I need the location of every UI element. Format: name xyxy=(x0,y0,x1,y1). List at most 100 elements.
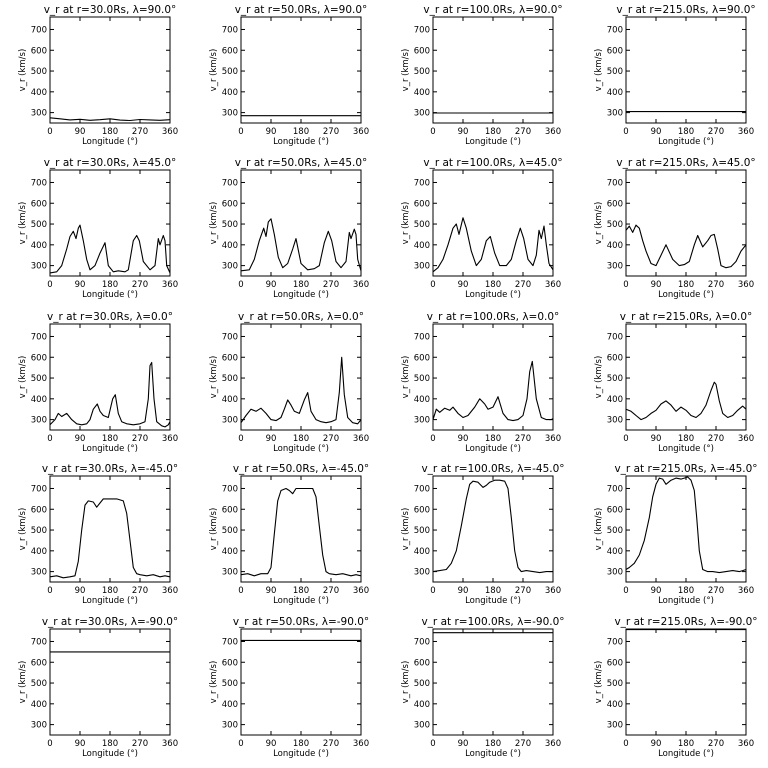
x-axis-label: Longitude (°) xyxy=(658,290,714,300)
x-tick-label: 90 xyxy=(651,586,662,596)
series-line xyxy=(625,476,747,574)
x-tick-label: 180 xyxy=(485,586,501,596)
chart-panel: v_r at r=215.0Rs, λ=0.0° 0 90 180 270 360 300 4… xyxy=(594,311,754,454)
y-tick-label: 600 xyxy=(222,46,238,56)
y-tick-label: 600 xyxy=(31,353,47,363)
x-tick-label: 360 xyxy=(162,434,178,444)
x-tick-label: 180 xyxy=(102,739,118,749)
x-axis-label: Longitude (°) xyxy=(273,749,329,759)
plot-frame xyxy=(49,475,171,583)
x-tick-label: 0 xyxy=(430,434,435,444)
y-tick-label: 600 xyxy=(607,199,623,209)
y-tick-label: 600 xyxy=(31,658,47,668)
x-tick-label: 90 xyxy=(266,586,277,596)
chart-title: v_r at r=100.0Rs, λ=90.0° xyxy=(423,4,562,16)
x-tick-label: 270 xyxy=(323,586,339,596)
x-tick-label: 0 xyxy=(623,127,628,137)
plot-frame xyxy=(625,16,747,124)
y-tick-label: 500 xyxy=(607,374,623,384)
x-tick-label: 180 xyxy=(485,127,501,137)
chart-panel: v_r at r=100.0Rs, λ=45.0° 0 90 180 270 360 300… xyxy=(401,157,563,300)
x-tick-label: 270 xyxy=(323,739,339,749)
plot-frame xyxy=(432,475,554,583)
x-tick-label: 0 xyxy=(47,280,52,290)
y-tick-label: 600 xyxy=(414,353,430,363)
chart-title: v_r at r=30.0Rs, λ=90.0° xyxy=(44,4,177,16)
chart-title: v_r at r=215.0Rs, λ=45.0° xyxy=(616,157,755,169)
plot-frame xyxy=(240,475,362,583)
y-tick-label: 500 xyxy=(607,220,623,230)
series-line xyxy=(625,381,747,421)
plot-frame xyxy=(625,323,747,431)
plot-frame xyxy=(625,628,747,736)
y-axis-label: v_r (km/s) xyxy=(401,356,411,399)
plot-frame xyxy=(49,169,171,277)
plot-frame xyxy=(625,475,747,583)
y-tick-label: 600 xyxy=(31,505,47,515)
y-tick-label: 500 xyxy=(414,220,430,230)
y-tick-label: 300 xyxy=(607,109,623,119)
series-line xyxy=(49,361,171,428)
y-tick-label: 400 xyxy=(222,700,238,710)
chart-panel: v_r at r=100.0Rs, λ=0.0° 0 90 180 270 360 300 4… xyxy=(401,311,561,454)
x-axis-label: Longitude (°) xyxy=(82,596,138,606)
x-axis-label: Longitude (°) xyxy=(465,596,521,606)
y-tick-label: 600 xyxy=(222,505,238,515)
x-tick-label: 180 xyxy=(293,280,309,290)
x-axis-label: Longitude (°) xyxy=(658,137,714,147)
x-tick-label: 360 xyxy=(353,586,369,596)
x-axis-label: Longitude (°) xyxy=(465,290,521,300)
x-tick-label: 270 xyxy=(132,586,148,596)
x-tick-label: 0 xyxy=(623,280,628,290)
y-tick-label: 400 xyxy=(31,395,47,405)
y-tick-label: 700 xyxy=(222,484,238,494)
y-tick-label: 700 xyxy=(31,178,47,188)
y-tick-label: 300 xyxy=(607,262,623,272)
y-tick-label: 700 xyxy=(222,637,238,647)
chart-panel: v_r at r=215.0Rs, λ=-45.0° 0 90 180 270 360 30… xyxy=(594,463,758,606)
x-tick-label: 360 xyxy=(353,434,369,444)
y-tick-label: 500 xyxy=(222,67,238,77)
chart-title: v_r at r=50.0Rs, λ=45.0° xyxy=(235,157,368,169)
chart-panel: v_r at r=30.0Rs, λ=0.0° 0 90 180 270 360 300 40… xyxy=(18,311,178,454)
chart-title: v_r at r=50.0Rs, λ=-90.0° xyxy=(233,616,369,628)
y-tick-label: 400 xyxy=(414,700,430,710)
y-tick-label: 600 xyxy=(31,199,47,209)
chart-panel: v_r at r=100.0Rs, λ=-45.0° 0 90 180 270 360 30… xyxy=(401,463,565,606)
x-tick-label: 90 xyxy=(458,127,469,137)
x-tick-label: 90 xyxy=(266,739,277,749)
chart-panel: v_r at r=100.0Rs, λ=90.0° 0 90 180 270 360 300… xyxy=(401,4,563,147)
y-tick-label: 400 xyxy=(222,547,238,557)
chart-panel: v_r at r=50.0Rs, λ=45.0° 0 90 180 270 360 300 4… xyxy=(209,157,369,300)
y-tick-label: 300 xyxy=(31,721,47,731)
x-tick-label: 90 xyxy=(458,280,469,290)
x-tick-label: 180 xyxy=(293,434,309,444)
y-tick-label: 600 xyxy=(414,505,430,515)
x-tick-label: 180 xyxy=(102,280,118,290)
y-tick-label: 300 xyxy=(222,721,238,731)
y-tick-label: 700 xyxy=(222,332,238,342)
x-tick-label: 0 xyxy=(430,127,435,137)
y-axis-label: v_r (km/s) xyxy=(401,661,411,704)
y-tick-label: 300 xyxy=(607,568,623,578)
x-tick-label: 180 xyxy=(678,434,694,444)
x-tick-label: 0 xyxy=(238,586,243,596)
chart-title: v_r at r=30.0Rs, λ=-45.0° xyxy=(42,463,178,475)
x-axis-label: Longitude (°) xyxy=(465,444,521,454)
x-tick-label: 360 xyxy=(353,127,369,137)
y-tick-label: 700 xyxy=(414,25,430,35)
x-tick-label: 180 xyxy=(678,127,694,137)
y-tick-label: 500 xyxy=(31,526,47,536)
y-tick-label: 400 xyxy=(414,395,430,405)
y-tick-label: 300 xyxy=(414,568,430,578)
x-tick-label: 360 xyxy=(162,739,178,749)
x-tick-label: 360 xyxy=(738,434,754,444)
x-tick-label: 0 xyxy=(430,280,435,290)
y-tick-label: 600 xyxy=(414,658,430,668)
y-tick-label: 400 xyxy=(31,88,47,98)
chart-title: v_r at r=30.0Rs, λ=45.0° xyxy=(44,157,177,169)
y-tick-label: 500 xyxy=(31,679,47,689)
chart-title: v_r at r=30.0Rs, λ=0.0° xyxy=(47,311,173,323)
x-tick-label: 360 xyxy=(738,586,754,596)
plot-frame xyxy=(625,169,747,277)
